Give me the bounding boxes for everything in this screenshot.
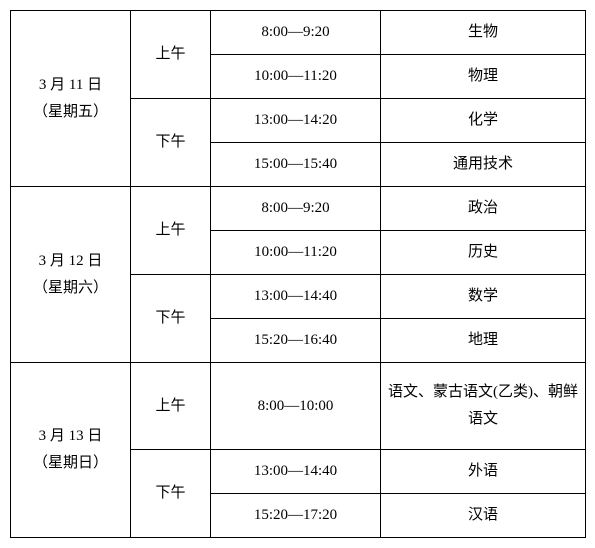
time-cell: 13:00—14:40 — [211, 450, 381, 494]
period-cell: 上午 — [131, 363, 211, 450]
date-text: 3 月 13 日 — [39, 428, 103, 444]
time-cell: 15:20—17:20 — [211, 494, 381, 538]
time-cell: 10:00—11:20 — [211, 55, 381, 99]
period-cell: 上午 — [131, 187, 211, 275]
subject-cell: 语文、蒙古语文(乙类)、朝鲜语文 — [381, 363, 586, 450]
time-cell: 10:00—11:20 — [211, 231, 381, 275]
time-cell: 15:00—15:40 — [211, 143, 381, 187]
date-text: 3 月 12 日 — [39, 253, 103, 269]
period-cell: 上午 — [131, 11, 211, 99]
table-row: 3 月 12 日 （星期六） 上午 8:00—9:20 政治 — [11, 187, 586, 231]
time-cell: 8:00—10:00 — [211, 363, 381, 450]
subject-cell: 物理 — [381, 55, 586, 99]
date-cell: 3 月 13 日 （星期日） — [11, 363, 131, 538]
subject-cell: 生物 — [381, 11, 586, 55]
subject-cell: 地理 — [381, 319, 586, 363]
table-row: 3 月 11 日 （星期五） 上午 8:00—9:20 生物 — [11, 11, 586, 55]
time-cell: 13:00—14:40 — [211, 275, 381, 319]
time-cell: 8:00—9:20 — [211, 11, 381, 55]
date-cell: 3 月 11 日 （星期五） — [11, 11, 131, 187]
period-cell: 下午 — [131, 450, 211, 538]
time-cell: 13:00—14:20 — [211, 99, 381, 143]
weekday-text: （星期五） — [33, 104, 108, 120]
weekday-text: （星期六） — [33, 280, 108, 296]
weekday-text: （星期日） — [33, 455, 108, 471]
time-cell: 8:00—9:20 — [211, 187, 381, 231]
date-text: 3 月 11 日 — [39, 77, 102, 93]
period-cell: 下午 — [131, 275, 211, 363]
exam-schedule-table: 3 月 11 日 （星期五） 上午 8:00—9:20 生物 10:00—11:… — [10, 10, 586, 538]
subject-cell: 数学 — [381, 275, 586, 319]
subject-cell: 通用技术 — [381, 143, 586, 187]
table-row: 3 月 13 日 （星期日） 上午 8:00—10:00 语文、蒙古语文(乙类)… — [11, 363, 586, 450]
subject-cell: 化学 — [381, 99, 586, 143]
subject-cell: 历史 — [381, 231, 586, 275]
date-cell: 3 月 12 日 （星期六） — [11, 187, 131, 363]
time-cell: 15:20—16:40 — [211, 319, 381, 363]
period-cell: 下午 — [131, 99, 211, 187]
subject-cell: 汉语 — [381, 494, 586, 538]
subject-cell: 外语 — [381, 450, 586, 494]
subject-cell: 政治 — [381, 187, 586, 231]
